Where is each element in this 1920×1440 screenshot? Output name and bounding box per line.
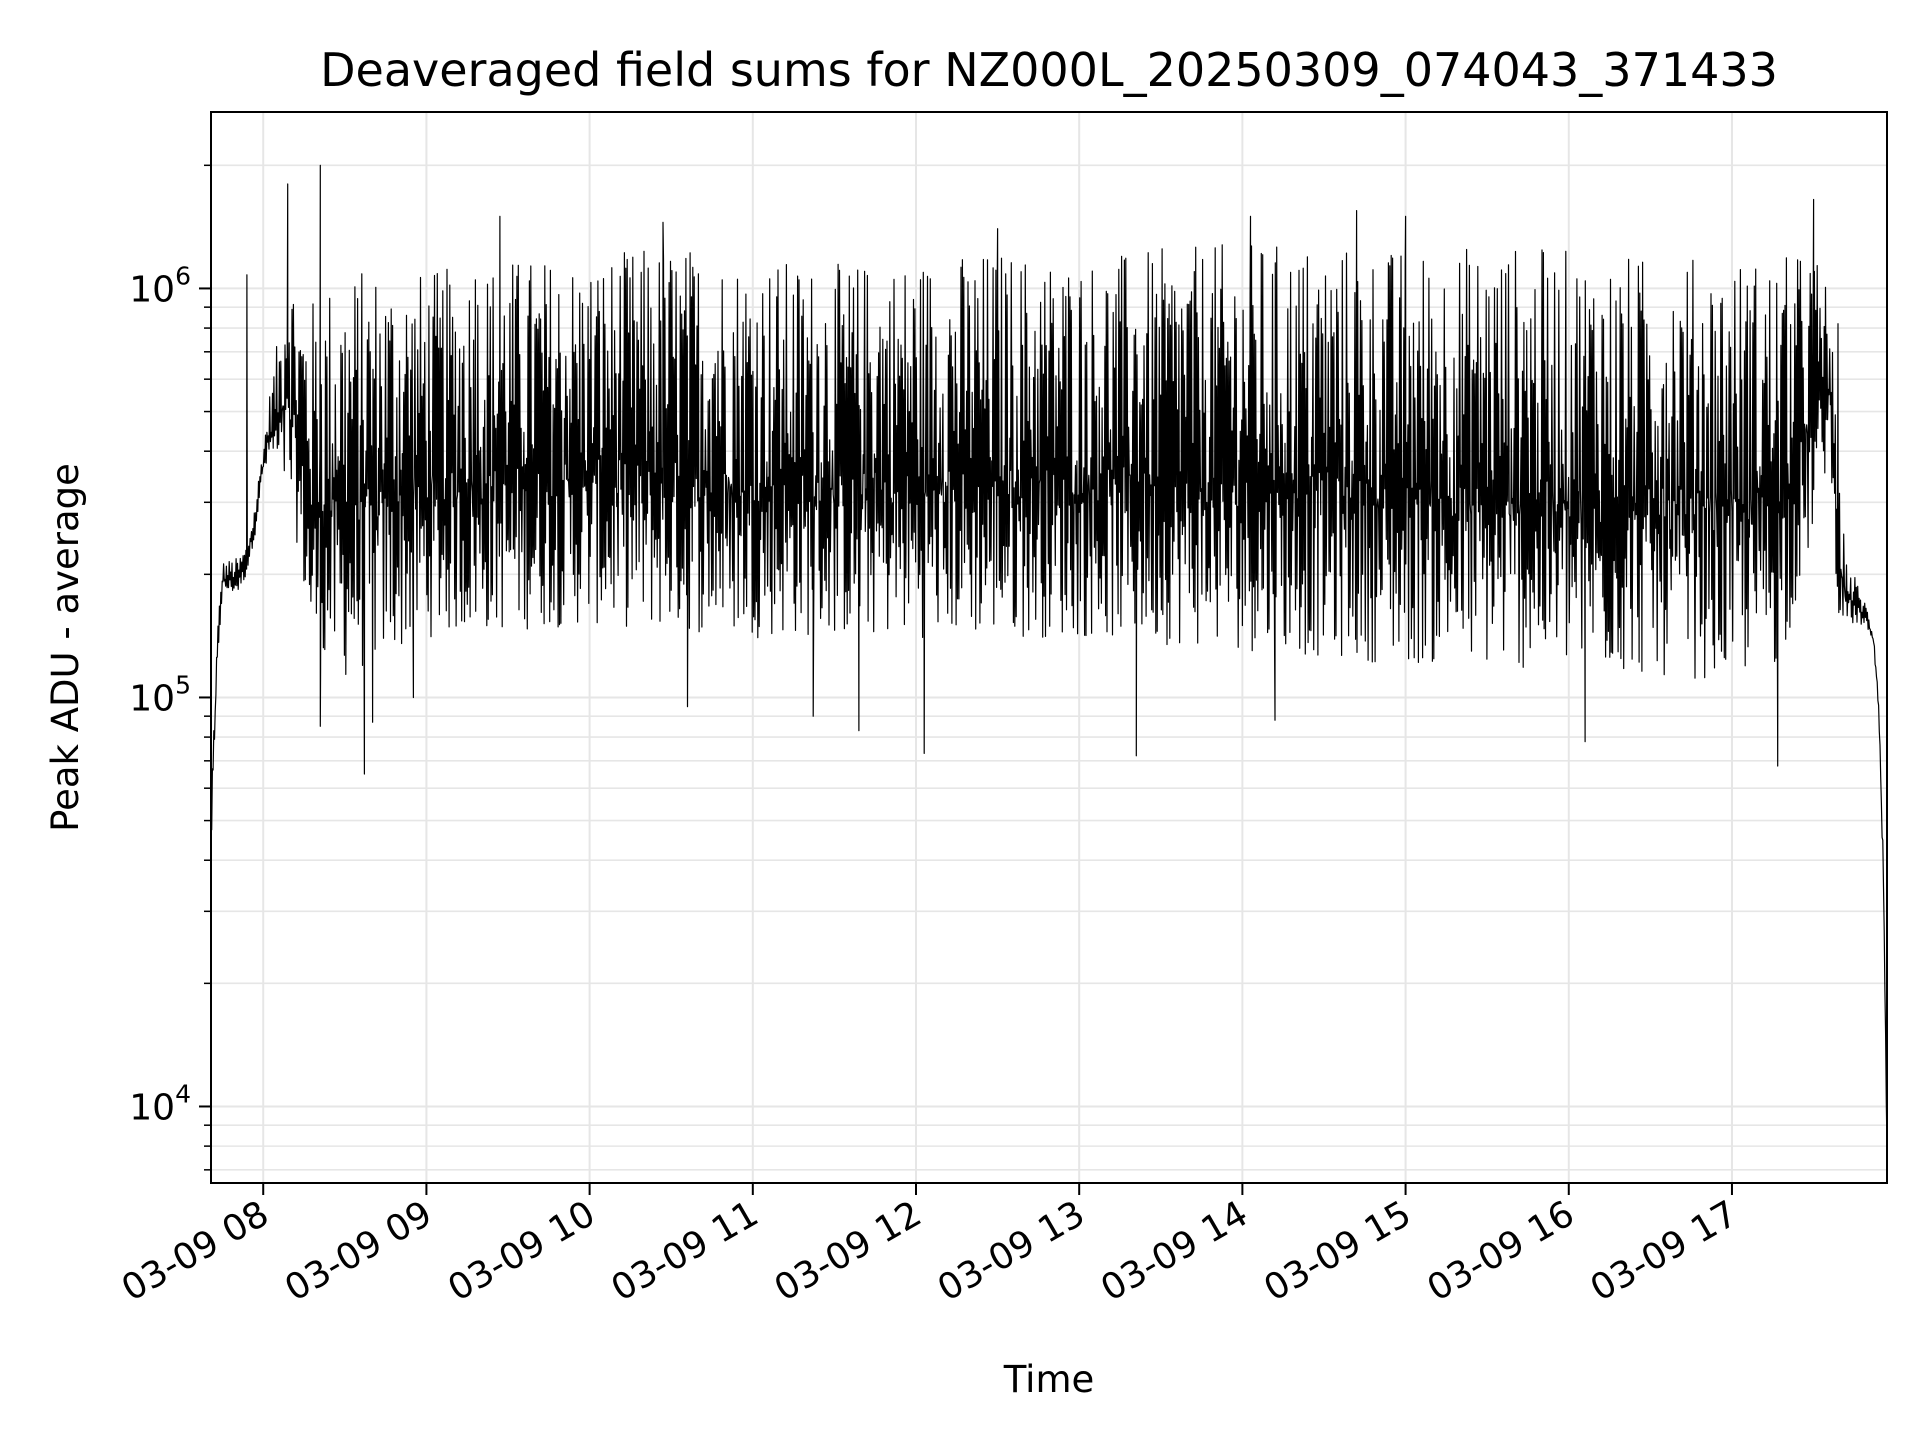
y-tick-label: 106 [129, 261, 191, 310]
plot-frame [210, 111, 1888, 1184]
data-line-series [210, 164, 1888, 1149]
y-tick-label-base: 10 [129, 1087, 175, 1128]
x-axis-title: Time [1003, 1358, 1095, 1401]
y-tick-label: 105 [129, 670, 191, 719]
y-tick-label-exponent: 5 [175, 670, 191, 699]
line-layer [210, 164, 1888, 1149]
y-tick-label-base: 10 [129, 269, 175, 310]
y-tick-label-base: 10 [129, 678, 175, 719]
y-tick-label-exponent: 4 [175, 1079, 191, 1108]
chart-title: Deaveraged field sums for NZ000L_2025030… [320, 43, 1778, 97]
y-tick-label: 104 [129, 1079, 191, 1128]
y-tick-label-exponent: 6 [175, 261, 191, 290]
y-axis-title: Peak ADU - average [44, 463, 87, 832]
